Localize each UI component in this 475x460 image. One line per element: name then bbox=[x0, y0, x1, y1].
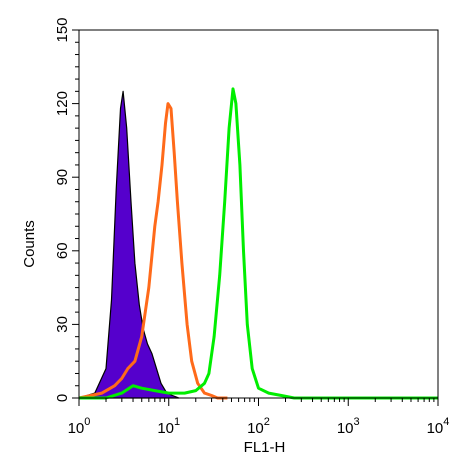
x-axis: 100 101 102 103 104 bbox=[68, 398, 450, 437]
y-tick-label: 0 bbox=[54, 394, 71, 402]
y-tick-label: 90 bbox=[54, 169, 71, 186]
x-tick-label: 104 bbox=[427, 416, 450, 437]
plot-series-group bbox=[78, 87, 438, 400]
series-2-line bbox=[78, 102, 228, 400]
y-tick-label: 120 bbox=[54, 91, 71, 116]
y-tick-label: 60 bbox=[54, 242, 71, 259]
y-tick-label: 150 bbox=[54, 17, 71, 42]
x-tick-label: 101 bbox=[157, 416, 180, 437]
y-tick-label: 30 bbox=[54, 316, 71, 333]
y-axis: 0 30 60 90 120 150 bbox=[54, 17, 79, 402]
series-3-line bbox=[79, 87, 438, 400]
x-tick-label: 102 bbox=[247, 416, 270, 437]
x-tick-label: 103 bbox=[337, 416, 360, 437]
y-axis-title: Counts bbox=[21, 220, 38, 268]
x-tick-label: 100 bbox=[68, 416, 91, 437]
x-axis-title: FL1-H bbox=[244, 439, 286, 456]
